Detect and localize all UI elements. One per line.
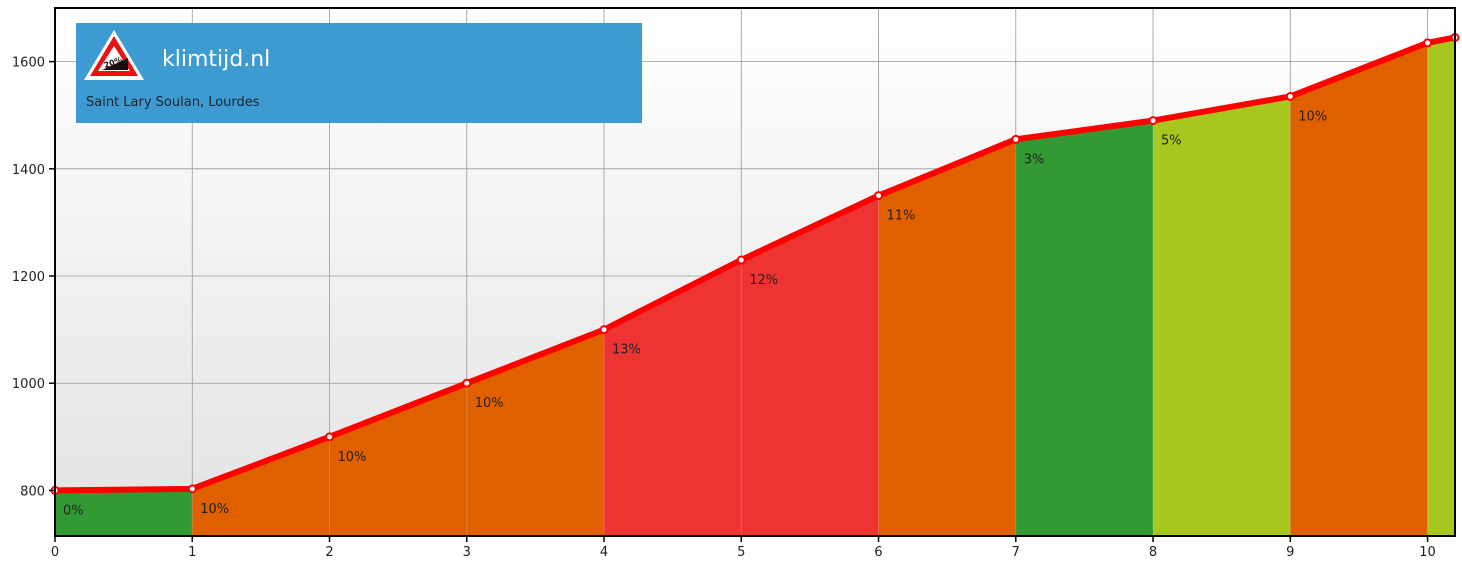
brand-box: 20% klimtijd.nl Saint Lary Soulan, Lourd… [76,23,642,123]
y-tick-label-3: 1400 [12,163,45,178]
brand-title: klimtijd.nl [162,47,270,72]
elevation-point-1 [187,484,197,494]
segment-fill-6 [878,139,1016,536]
y-axis-ticks: 800 1000 1200 1400 1600 [12,56,55,499]
segment-fill-9 [1290,42,1428,536]
x-tick-label-8: 8 [1149,545,1157,560]
elevation-points [50,32,1460,495]
segment-fill-10 [1427,37,1455,536]
x-tick-label-9: 9 [1286,545,1294,560]
y-tick-label-2: 1200 [12,270,45,285]
elevation-line-path [52,34,1458,494]
grade-label-5: 12% [749,273,778,288]
grade-label-9: 10% [1298,109,1327,124]
segment-fill-1 [192,436,330,536]
segment-fill-4 [604,259,742,536]
x-tick-label-2: 2 [325,545,333,560]
brand-subtitle: Saint Lary Soulan, Lourdes [86,95,260,110]
segment-fills [55,37,1455,537]
x-tick-label-4: 4 [600,545,608,560]
segment-fill-0 [55,488,193,536]
segment-fill-5 [741,195,879,537]
grade-label-4: 13% [612,343,641,358]
steep-grade-warning-icon: 20% [84,30,144,80]
y-tick-label-0: 800 [20,484,45,499]
elevation-point-8 [1148,116,1158,126]
x-tick-label-6: 6 [874,545,882,560]
elevation-point-9 [1285,91,1295,101]
x-tick-label-5: 5 [737,545,745,560]
elevation-point-2 [325,432,335,442]
x-tick-label-3: 3 [463,545,471,560]
x-tick-label-10: 10 [1419,545,1436,560]
grade-label-6: 11% [887,209,916,224]
plot-frame [54,7,1456,537]
brand-box-background [76,23,642,123]
grade-label-0: 0% [63,503,84,518]
grade-label-7: 3% [1024,152,1045,167]
elevation-line [52,34,1458,494]
x-tick-label-0: 0 [51,545,59,560]
elevation-point-4 [599,325,609,335]
grade-label-2: 10% [338,450,367,465]
grade-label-1: 10% [200,502,229,517]
elevation-point-5 [736,255,746,265]
segment-fill-2 [329,383,467,536]
elevation-point-3 [462,378,472,388]
segment-fill-8 [1153,96,1291,536]
x-axis-ticks: 0 1 2 3 4 5 6 7 8 9 10 [51,536,1436,560]
segment-fill-3 [466,329,605,536]
elevation-point-10 [1423,38,1433,48]
y-tick-label-1: 1000 [12,377,45,392]
x-tick-label-7: 7 [1012,545,1020,560]
x-tick-label-1: 1 [188,545,196,560]
y-tick-label-4: 1600 [12,56,45,71]
grade-label-8: 5% [1161,134,1182,149]
elevation-point-6 [874,191,884,201]
grade-labels: 0% 10% 10% 10% 13% 12% 11% 3% 5% 10% [63,109,1327,518]
segment-fill-7 [1015,120,1154,536]
grade-label-3: 10% [475,396,504,411]
elevation-point-7 [1011,134,1021,144]
